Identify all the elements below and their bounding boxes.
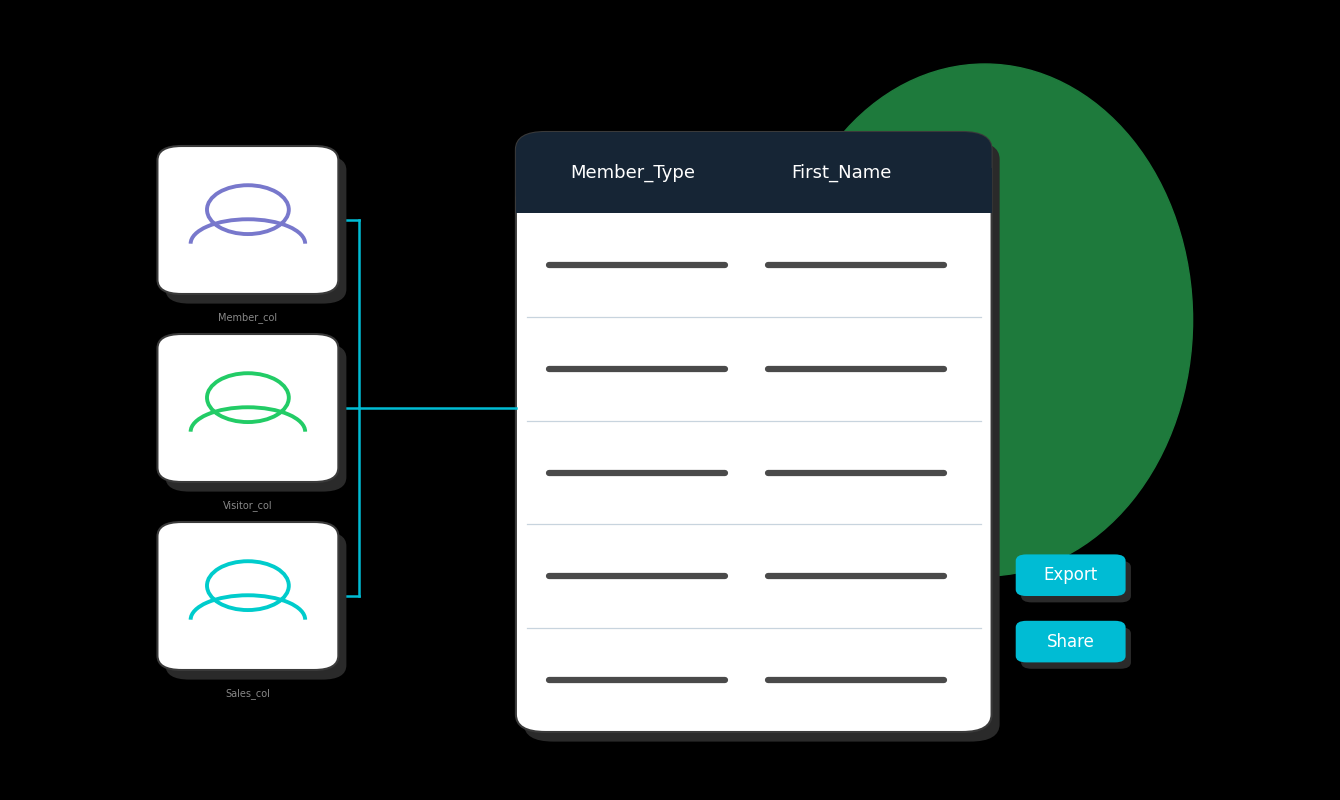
FancyBboxPatch shape — [516, 132, 992, 213]
Text: Sales_col: Sales_col — [225, 687, 271, 698]
FancyBboxPatch shape — [158, 146, 338, 294]
Text: Member_col: Member_col — [218, 312, 277, 322]
FancyBboxPatch shape — [1016, 621, 1126, 662]
FancyBboxPatch shape — [1021, 561, 1131, 602]
FancyBboxPatch shape — [1016, 554, 1126, 596]
Text: Share: Share — [1047, 633, 1095, 650]
FancyBboxPatch shape — [166, 531, 346, 680]
Text: Visitor_col: Visitor_col — [222, 499, 273, 510]
FancyBboxPatch shape — [166, 156, 346, 304]
Text: First_Name: First_Name — [792, 163, 892, 182]
Text: Member_Type: Member_Type — [570, 163, 695, 182]
FancyBboxPatch shape — [158, 522, 338, 670]
Bar — [516, 169, 992, 213]
FancyBboxPatch shape — [158, 334, 338, 482]
Ellipse shape — [777, 64, 1193, 576]
FancyBboxPatch shape — [516, 132, 992, 732]
Text: Export: Export — [1044, 566, 1097, 584]
FancyBboxPatch shape — [524, 142, 1000, 742]
FancyBboxPatch shape — [1021, 627, 1131, 669]
FancyBboxPatch shape — [166, 344, 346, 491]
